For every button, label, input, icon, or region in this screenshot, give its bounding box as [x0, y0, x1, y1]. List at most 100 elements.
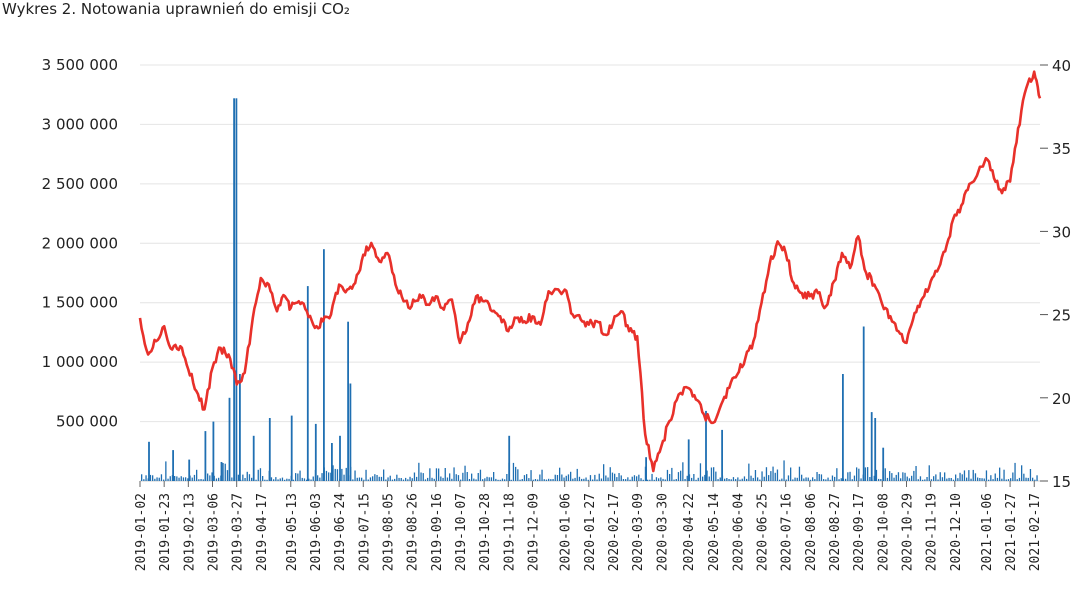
volume-bar — [191, 477, 193, 481]
volume-bar — [141, 474, 143, 481]
volume-bar — [160, 474, 163, 481]
volume-bar — [1023, 473, 1025, 481]
volume-bar — [563, 477, 565, 481]
volume-bar — [988, 479, 990, 481]
volume-bar — [356, 477, 358, 481]
volume-spike-bar — [268, 418, 271, 481]
x-tick-label: 2020-01-27 — [583, 493, 598, 571]
x-tick-label: 2019-06-24 — [333, 493, 348, 571]
x-tick-label: 2020-01-06 — [559, 493, 574, 571]
volume-bar — [917, 479, 919, 481]
volume-bar — [510, 479, 512, 481]
volume-bar — [970, 478, 972, 481]
volume-bar — [913, 470, 915, 481]
volume-bar — [743, 476, 746, 481]
volume-bar — [754, 470, 757, 481]
volume-spike-bar — [705, 410, 707, 481]
volume-bar — [363, 479, 365, 481]
volume-bar — [468, 479, 471, 481]
volume-bar — [726, 478, 728, 481]
right-tick-label: 35 — [1052, 140, 1071, 158]
volume-bar — [248, 474, 251, 481]
volume-bar — [226, 470, 229, 481]
volume-bar — [442, 477, 444, 481]
volume-spike-bar — [323, 249, 325, 481]
volume-spike-bar — [148, 441, 150, 481]
volume-bar — [1029, 469, 1032, 481]
volume-bar — [409, 476, 411, 481]
volume-bar — [435, 468, 438, 481]
volume-bar — [640, 478, 642, 481]
volume-bar — [812, 477, 814, 481]
volume-bar — [490, 477, 493, 481]
volume-bar — [763, 476, 765, 481]
volume-bar — [853, 475, 856, 481]
volume-bar — [622, 479, 625, 481]
volume-bar — [176, 476, 178, 481]
volume-spike-bar — [349, 383, 352, 481]
x-tick-label: 2019-02-13 — [182, 493, 197, 571]
volume-bar — [295, 473, 297, 481]
volume-bar — [1025, 477, 1027, 481]
volume-bar — [457, 475, 460, 481]
volume-bar — [391, 479, 394, 481]
volume-bar — [684, 479, 686, 481]
volume-bar — [222, 463, 224, 481]
volume-bar — [893, 477, 895, 481]
volume-bar — [259, 468, 262, 481]
volume-bar — [207, 473, 209, 481]
volume-bar — [620, 475, 622, 481]
volume-bar — [257, 469, 259, 481]
volume-bar — [273, 479, 275, 481]
volume-bar — [565, 475, 567, 481]
volume-bar — [482, 479, 484, 481]
volume-bar — [596, 479, 598, 481]
volume-bar — [895, 474, 897, 481]
volume-bar — [662, 478, 664, 481]
volume-bar — [418, 462, 420, 481]
volume-bar — [431, 477, 433, 481]
volume-bar — [288, 478, 290, 481]
volume-bar — [365, 469, 367, 481]
volume-bar — [761, 471, 763, 481]
volume-bar — [301, 477, 303, 481]
volume-bar — [609, 467, 611, 481]
volume-bar — [576, 468, 578, 481]
right-tick-label: 15 — [1052, 473, 1071, 491]
volume-bar — [889, 471, 891, 481]
volume-bar — [974, 473, 977, 481]
volume-spike-bar — [235, 98, 238, 482]
volume-bar — [864, 467, 867, 481]
volume-bar — [902, 472, 904, 481]
volume-bar — [781, 478, 783, 481]
x-tick-label: 2019-01-23 — [158, 493, 173, 571]
volume-bar — [746, 478, 748, 481]
left-tick-label: 2 500 000 — [42, 175, 118, 193]
volume-bar — [389, 475, 391, 481]
volume-bar — [180, 476, 182, 481]
volume-bar — [783, 460, 785, 481]
volume-bar — [541, 469, 543, 481]
volume-bar — [449, 473, 451, 481]
volume-bar — [875, 469, 878, 481]
volume-bar — [493, 472, 495, 481]
volume-bar — [1007, 479, 1010, 481]
volume-bar — [992, 479, 994, 481]
volume-bar — [1016, 479, 1018, 481]
volume-bar — [798, 466, 801, 481]
x-tick-label: 2020-04-22 — [682, 493, 697, 571]
volume-bar — [178, 477, 180, 481]
volume-spike-bar — [882, 447, 885, 481]
x-tick-label: 2019-10-28 — [478, 493, 493, 571]
volume-bar — [836, 468, 838, 481]
volume-bar — [145, 475, 147, 481]
left-tick-label: 3 500 000 — [42, 56, 118, 74]
volume-bar — [1012, 472, 1014, 481]
volume-bar — [218, 477, 220, 481]
volume-bar — [433, 478, 435, 481]
volume-bar — [211, 472, 213, 481]
volume-bar — [919, 476, 922, 481]
volume-bar — [332, 465, 334, 481]
volume-bar — [583, 478, 585, 481]
volume-bar — [594, 474, 596, 481]
